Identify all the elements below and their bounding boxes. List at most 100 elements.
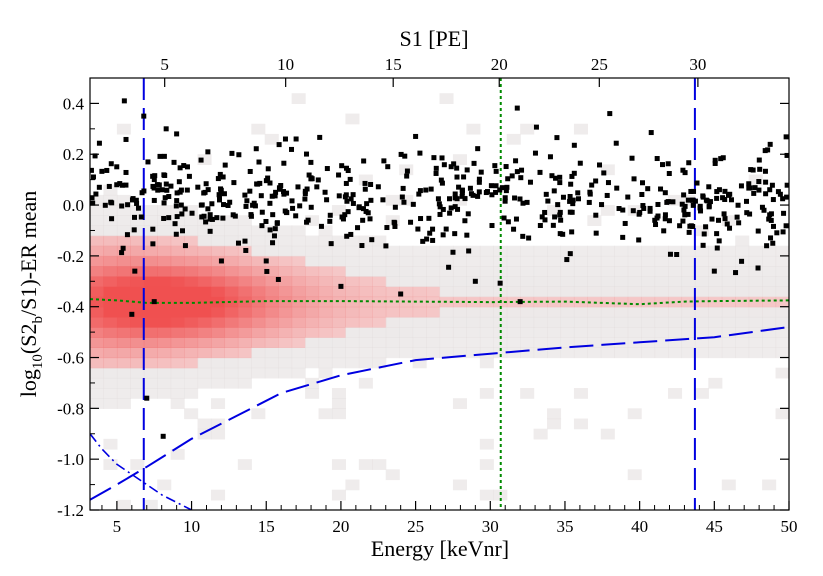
hist-bin bbox=[627, 306, 642, 318]
hist-bin bbox=[358, 266, 373, 277]
event-point bbox=[289, 198, 295, 204]
hist-bin bbox=[224, 327, 239, 338]
hist-bin bbox=[641, 286, 656, 298]
event-point bbox=[751, 190, 757, 196]
event-point bbox=[297, 203, 303, 209]
hist-bin bbox=[331, 286, 347, 298]
hist-bin bbox=[358, 255, 373, 267]
hist-bin bbox=[479, 316, 494, 328]
event-point bbox=[759, 204, 765, 210]
hist-bin bbox=[305, 215, 320, 226]
event-point bbox=[368, 197, 374, 203]
event-point bbox=[767, 141, 773, 147]
hist-bin bbox=[721, 266, 736, 277]
event-point bbox=[613, 140, 619, 146]
event-point bbox=[161, 200, 167, 206]
hist-bin bbox=[90, 398, 105, 409]
hist-bin bbox=[210, 347, 226, 359]
event-point bbox=[517, 196, 523, 202]
hist-bin bbox=[278, 316, 293, 328]
hist-bin bbox=[157, 205, 172, 216]
hist-bin bbox=[358, 327, 373, 338]
hist-bin bbox=[170, 449, 185, 460]
event-point bbox=[99, 168, 105, 174]
event-point bbox=[327, 218, 333, 224]
hist-bin bbox=[614, 296, 629, 308]
event-point bbox=[499, 185, 505, 191]
event-point bbox=[102, 202, 108, 208]
event-point bbox=[284, 190, 290, 196]
hist-bin bbox=[385, 276, 400, 287]
event-point bbox=[263, 178, 269, 184]
hist-bin bbox=[345, 113, 360, 125]
hist-bin bbox=[103, 327, 118, 338]
event-point bbox=[209, 216, 215, 222]
hist-bin bbox=[130, 266, 145, 277]
y-tick-label: 0.0 bbox=[63, 196, 84, 215]
event-point bbox=[308, 159, 314, 165]
event-point bbox=[493, 189, 499, 195]
event-point bbox=[539, 214, 545, 220]
event-point bbox=[665, 199, 671, 205]
hist-bin bbox=[210, 398, 226, 409]
hist-bin bbox=[278, 306, 293, 318]
hist-bin bbox=[318, 408, 333, 420]
hist-bin bbox=[735, 316, 750, 328]
y-label-end: /S1)-ER mean bbox=[16, 191, 41, 316]
event-point bbox=[747, 211, 753, 217]
event-point bbox=[436, 201, 442, 207]
hist-bin bbox=[197, 276, 212, 287]
hist-bin bbox=[735, 266, 750, 277]
event-point bbox=[542, 209, 548, 215]
event-point bbox=[734, 214, 740, 220]
event-point bbox=[670, 199, 676, 205]
hist-bin bbox=[291, 235, 306, 247]
hist-bin bbox=[251, 225, 266, 237]
hist-bin bbox=[130, 255, 145, 267]
hist-bin bbox=[721, 337, 736, 348]
event-point bbox=[662, 212, 668, 218]
event-point bbox=[123, 136, 129, 142]
event-point bbox=[620, 234, 626, 240]
event-point bbox=[302, 196, 308, 202]
event-point bbox=[362, 180, 368, 186]
event-point bbox=[489, 223, 495, 229]
hist-bin bbox=[452, 306, 467, 318]
event-point bbox=[686, 160, 692, 166]
y-tick-label: -0.2 bbox=[57, 247, 84, 266]
hist-bin bbox=[318, 367, 333, 379]
hist-bin bbox=[439, 276, 454, 287]
hist-bin bbox=[224, 215, 239, 226]
hist-bin bbox=[681, 306, 696, 318]
event-point bbox=[475, 193, 481, 199]
event-point bbox=[464, 232, 470, 238]
hist-bin bbox=[533, 276, 548, 287]
hist-bin bbox=[278, 225, 293, 237]
event-point bbox=[172, 221, 178, 227]
hist-bin bbox=[708, 337, 723, 348]
hist-bin bbox=[399, 276, 414, 287]
hist-bin bbox=[452, 276, 467, 287]
y-label-log: log bbox=[16, 369, 41, 397]
hist-bin bbox=[318, 306, 333, 318]
hist-bin bbox=[170, 215, 185, 226]
hist-bin bbox=[385, 194, 400, 206]
hist-bin bbox=[184, 296, 199, 308]
hist-bin bbox=[439, 306, 454, 318]
hist-bin bbox=[600, 276, 615, 287]
event-point bbox=[752, 185, 758, 191]
hist-bin bbox=[641, 245, 656, 257]
hist-bin bbox=[385, 245, 400, 257]
event-point bbox=[768, 211, 774, 217]
hist-bin bbox=[372, 245, 387, 257]
hist-bin bbox=[721, 215, 736, 226]
event-point bbox=[150, 226, 156, 232]
event-point bbox=[182, 206, 188, 212]
acceptance-curve bbox=[90, 326, 789, 501]
hist-bin bbox=[143, 327, 158, 338]
event-point bbox=[654, 215, 660, 221]
hist-bin bbox=[533, 316, 548, 328]
hist-bin bbox=[103, 225, 118, 237]
hist-bin bbox=[479, 438, 494, 450]
event-point bbox=[784, 194, 789, 200]
